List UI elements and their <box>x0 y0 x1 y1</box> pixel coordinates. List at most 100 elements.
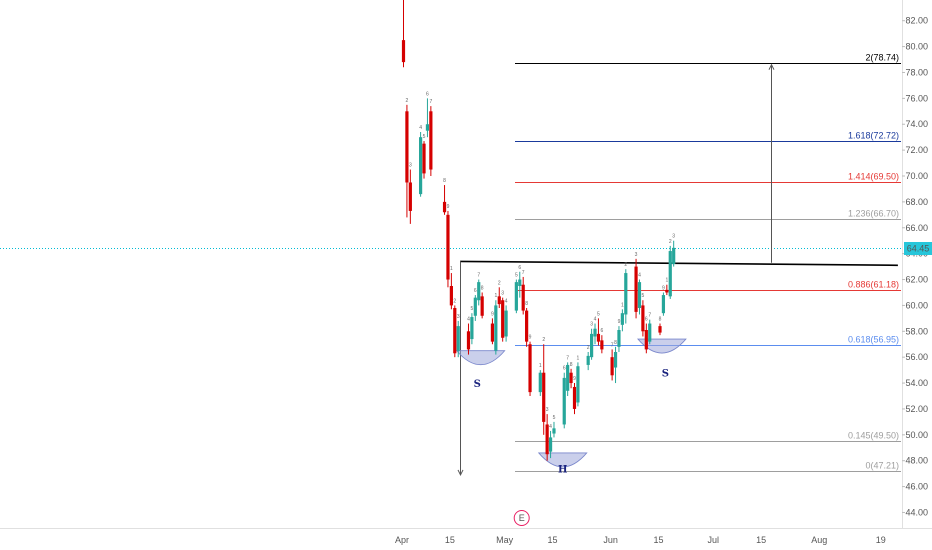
time-axis-label: 15 <box>756 535 766 545</box>
candle-body <box>490 323 495 342</box>
sequence-count: 3 <box>672 234 675 240</box>
candle-body <box>494 305 498 351</box>
candle-body <box>538 372 542 393</box>
price-axis-label: 54.00 <box>905 378 928 388</box>
measure-arrow-head <box>768 63 775 70</box>
sequence-count: 8 <box>481 285 484 291</box>
candle: 9 <box>446 204 450 288</box>
sequence-count: 2 <box>406 98 409 104</box>
fib-level-label: 0.145(49.50) <box>848 431 899 441</box>
candle: 7 <box>648 313 651 345</box>
price-axis-label: 46.00 <box>905 482 928 492</box>
candle-body <box>518 279 522 286</box>
candle: 8 <box>613 340 618 384</box>
candle-body <box>542 372 546 422</box>
sequence-count: 6 <box>474 288 477 294</box>
sequence-count: 8 <box>614 340 617 346</box>
candle-body <box>405 111 409 183</box>
sequence-count: 9 <box>447 204 450 210</box>
candle: 2 <box>405 98 409 218</box>
sequence-count: 3 <box>590 322 593 328</box>
candle-body <box>456 326 460 351</box>
sequence-count: 4 <box>638 273 641 279</box>
candle-body <box>545 424 549 455</box>
candle: 7 <box>429 99 432 176</box>
candle: 2 <box>668 239 672 299</box>
candle-body <box>665 289 669 293</box>
time-axis-label: 15 <box>445 535 455 545</box>
candle-body <box>497 296 501 305</box>
candle: 2 <box>453 298 456 358</box>
candle-body <box>637 282 642 308</box>
candle-body <box>449 286 453 306</box>
sequence-count: 2 <box>498 280 501 286</box>
candle: 3 <box>590 322 593 360</box>
sequence-count: 3 <box>635 252 638 258</box>
sequence-count: 1 <box>539 363 542 369</box>
candle: 8 <box>525 301 528 347</box>
candle-body <box>661 295 666 314</box>
candle-body <box>504 310 508 337</box>
measure-arrow-head <box>457 469 464 477</box>
price-axis-label: 52.00 <box>905 404 928 414</box>
candle-body <box>658 326 662 333</box>
time-axis[interactable]: Apr 15 May 15 Jun 15 Jul 15 Aug 19 <box>395 535 886 545</box>
candle-body <box>401 40 406 63</box>
candle-body <box>600 340 604 350</box>
price-axis-label: 74.00 <box>905 119 928 129</box>
sequence-count: 8 <box>443 178 446 184</box>
candle: 2 <box>624 262 627 324</box>
sequence-count: 6 <box>426 91 429 97</box>
candle: 8 <box>658 317 662 336</box>
candle-body <box>552 428 556 434</box>
candle: 3 <box>501 291 504 342</box>
candle-body <box>429 111 433 170</box>
candle: 1 <box>494 293 498 355</box>
candle: 5 <box>641 293 645 337</box>
sequence-count: 4 <box>467 317 470 323</box>
current-price-badge-label: 64.45 <box>907 244 930 254</box>
sequence-count: 8 <box>525 301 528 307</box>
sequence-count: 2 <box>587 345 590 351</box>
time-axis-label: Jul <box>707 535 719 545</box>
candle-body <box>617 330 621 347</box>
candle-body <box>442 201 447 213</box>
price-axis-label: 68.00 <box>905 197 928 207</box>
sequence-count: 7 <box>522 270 525 276</box>
fib-levels-layer: 2(78.74) 1.618(72.72) 1.414(69.50) 1.236(66… <box>0 53 902 472</box>
time-axis-label: Jun <box>603 535 618 545</box>
sequence-count: 2 <box>669 239 672 245</box>
sequence-count: 6 <box>600 328 603 334</box>
candle: 5 <box>552 415 556 438</box>
sequence-count: 1 <box>494 293 497 299</box>
sequence-count: 1 <box>665 278 668 284</box>
candle: 5 <box>422 134 426 179</box>
candle-body <box>419 137 423 195</box>
candle: 2 <box>586 345 590 371</box>
sequence-count: 2 <box>624 262 627 268</box>
candle: 1 <box>620 302 624 332</box>
candle: 3 <box>634 252 638 319</box>
candle-body <box>473 297 477 316</box>
candle-body <box>641 305 645 332</box>
candle: 4 <box>548 424 552 459</box>
candle: 5 <box>596 311 600 346</box>
candle-body <box>613 352 618 368</box>
price-axis-label: 80.00 <box>905 42 928 52</box>
price-axis-label: 44.00 <box>905 507 928 517</box>
sequence-count: 8 <box>570 362 573 368</box>
sequence-count: 9 <box>529 335 532 341</box>
candle-body <box>466 331 471 350</box>
time-axis-label: 19 <box>876 535 886 545</box>
price-axis-label: 60.00 <box>905 300 928 310</box>
time-axis-label: 15 <box>547 535 557 545</box>
candle: 3 <box>456 314 460 358</box>
candle-body <box>644 330 648 350</box>
candle: 7 <box>610 342 614 381</box>
price-axis-label: 72.00 <box>905 145 928 155</box>
pattern-label: S <box>474 379 481 390</box>
sequence-count: 3 <box>546 407 549 413</box>
current-price-badge: 64.45 <box>904 242 932 255</box>
sequence-count: 9 <box>573 376 576 382</box>
